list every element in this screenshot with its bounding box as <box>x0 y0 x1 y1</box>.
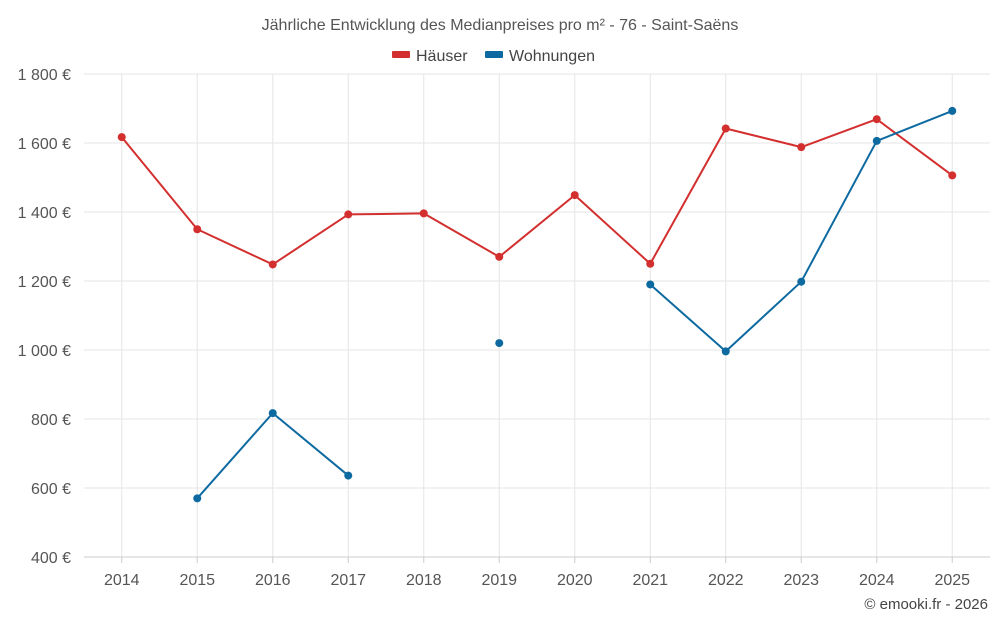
x-tick-label: 2018 <box>406 572 442 589</box>
data-point[interactable] <box>117 133 126 142</box>
data-point[interactable] <box>193 225 202 234</box>
x-tick-label: 2022 <box>708 572 744 589</box>
data-point[interactable] <box>721 347 730 356</box>
data-point[interactable] <box>193 494 202 503</box>
x-tick-label: 2024 <box>859 572 895 589</box>
x-tick-label: 2021 <box>632 572 668 589</box>
data-point[interactable] <box>948 106 957 115</box>
y-tick-label: 1 000 € <box>18 343 71 360</box>
legend-item-haeuser[interactable]: Häuser <box>392 48 468 65</box>
data-point[interactable] <box>646 280 655 289</box>
series-line <box>120 118 953 266</box>
x-tick-label: 2015 <box>179 572 215 589</box>
x-tick-label: 2014 <box>104 572 140 589</box>
y-tick-label: 1 200 € <box>18 274 71 291</box>
grid <box>84 73 990 557</box>
data-point[interactable] <box>797 143 806 152</box>
y-tick-label: 1 600 € <box>18 136 71 153</box>
series-haeuser <box>117 115 957 269</box>
axes: 400 € 600 € 800 € 1 000 € 1 200 € 1 400 € 1 60… <box>18 67 990 589</box>
data-point[interactable] <box>268 260 277 269</box>
data-point[interactable] <box>872 136 881 145</box>
series-wohnungen <box>193 106 957 503</box>
y-tick-label: 1 800 € <box>18 67 71 84</box>
y-tick-label: 1 400 € <box>18 205 71 222</box>
legend-label-haeuser: Häuser <box>416 48 468 65</box>
data-point[interactable] <box>419 209 428 218</box>
data-point[interactable] <box>872 115 881 124</box>
legend[interactable]: Häuser Wohnungen <box>392 48 595 65</box>
data-point[interactable] <box>646 259 655 268</box>
x-tick-label: 2017 <box>330 572 366 589</box>
data-point[interactable] <box>797 277 806 286</box>
data-point[interactable] <box>570 191 579 200</box>
data-point[interactable] <box>948 171 957 180</box>
y-tick-label: 600 € <box>31 481 71 498</box>
credit-text: © emooki.fr - 2026 <box>864 596 988 613</box>
x-tick-label: 2020 <box>557 572 593 589</box>
data-point[interactable] <box>495 252 504 261</box>
x-tick-label: 2019 <box>481 572 517 589</box>
data-point[interactable] <box>268 409 277 418</box>
y-tick-label: 800 € <box>31 412 71 429</box>
x-tick-label: 2016 <box>255 572 291 589</box>
data-point[interactable] <box>344 210 353 219</box>
data-point[interactable] <box>721 124 730 133</box>
legend-swatch-wohnungen <box>485 51 503 58</box>
series <box>117 106 957 503</box>
x-tick-label: 2023 <box>783 572 819 589</box>
data-point[interactable] <box>495 339 504 348</box>
legend-label-wohnungen: Wohnungen <box>509 48 595 65</box>
legend-item-wohnungen[interactable]: Wohnungen <box>485 48 595 65</box>
legend-swatch-haeuser <box>392 51 410 58</box>
x-tick-label: 2025 <box>934 572 970 589</box>
data-point[interactable] <box>344 471 353 480</box>
y-tick-label: 400 € <box>31 550 71 567</box>
chart-title: Jährliche Entwicklung des Medianpreises … <box>262 17 739 34</box>
